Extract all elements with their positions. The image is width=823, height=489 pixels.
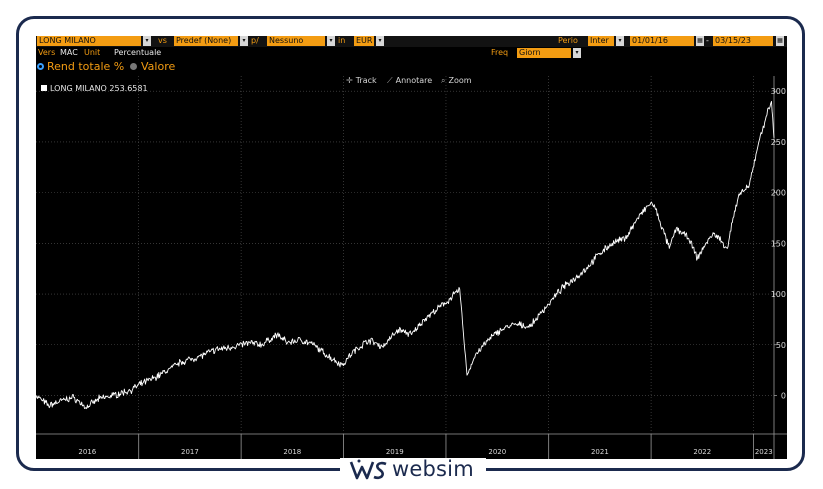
y-tick-label: 150 (771, 239, 786, 248)
header-bar (36, 36, 787, 47)
total-return-radio[interactable] (37, 63, 44, 70)
x-tick-label: 2023 (755, 448, 773, 456)
calendar-icon[interactable]: ▦ (696, 36, 704, 46)
x-tick-label: 2017 (181, 448, 199, 456)
period-field[interactable]: Inter (588, 36, 614, 46)
x-tick-label: 2016 (78, 448, 96, 456)
period-label: Perio (558, 36, 578, 45)
y-tick-label: 200 (771, 189, 786, 198)
y-tick-label: 250 (771, 138, 786, 147)
freq-label: Freq (491, 48, 509, 57)
end-date-field[interactable]: 03/15/23 (713, 36, 773, 46)
unit-label: Unit (84, 48, 101, 57)
date-separator: - (706, 36, 709, 45)
line-chart: 0 50 100 150 200 250 300 2016 2017 2018 2019 2020 20… (36, 76, 787, 459)
in-label: in (338, 36, 346, 45)
crosshair-icon: ✛ (346, 76, 353, 85)
per-field[interactable]: Nessuno (267, 36, 325, 46)
benchmark-field[interactable]: Predef (None) (174, 36, 238, 46)
x-tick-label: 2022 (693, 448, 711, 456)
series-line-long-milano (36, 100, 775, 410)
vers-value[interactable]: MAC (60, 48, 78, 57)
start-date-field[interactable]: 01/01/16 (630, 36, 694, 46)
pencil-icon: ⟋ (387, 76, 393, 85)
annotate-tool[interactable]: ⟋ Annotare (387, 75, 432, 87)
zoom-label: Zoom (448, 76, 472, 85)
vers-label: Vers (38, 48, 56, 57)
zoom-tool[interactable]: ⌕ Zoom (441, 75, 472, 87)
total-return-label[interactable]: Rend totale % (47, 60, 125, 73)
per-dropdown-icon[interactable]: ▾ (327, 36, 335, 46)
track-tool[interactable]: ✛ Track (346, 75, 377, 87)
chart-legend: LONG MILANO 253.6581 (41, 84, 148, 94)
unit-value[interactable]: Percentuale (114, 48, 162, 57)
x-tick-label: 2020 (488, 448, 506, 456)
legend-series-name: LONG MILANO (50, 84, 107, 93)
security-field[interactable]: LONG MILANO (37, 36, 141, 46)
annotate-label: Annotare (395, 76, 433, 85)
options-bar (36, 48, 787, 59)
per-label: p/ (251, 36, 259, 45)
y-tick-label: 0 (781, 391, 786, 400)
chart-terminal: LONG MILANO ▾ vs Predef (None) ▾ p/ Ness… (36, 36, 787, 459)
watermark-text: websim (392, 457, 474, 481)
freq-dropdown-icon[interactable]: ▾ (573, 48, 581, 58)
track-label: Track (355, 76, 377, 85)
value-label[interactable]: Valore (141, 60, 176, 73)
websim-logo-icon (349, 459, 387, 480)
x-tick-label: 2018 (283, 448, 301, 456)
y-tick-label: 300 (771, 87, 786, 96)
freq-field[interactable]: Giorn (517, 48, 571, 58)
x-tick-label: 2021 (591, 448, 609, 456)
benchmark-dropdown-icon[interactable]: ▾ (240, 36, 248, 46)
vs-label: vs (158, 36, 167, 45)
value-radio[interactable] (130, 63, 137, 70)
y-tick-label: 100 (771, 290, 786, 299)
currency-dropdown-icon[interactable]: ▾ (376, 36, 384, 46)
security-dropdown-icon[interactable]: ▾ (143, 36, 151, 46)
legend-last-value: 253.6581 (109, 84, 148, 93)
y-tick-label: 50 (776, 341, 786, 350)
legend-swatch (41, 85, 47, 91)
x-tick-label: 2019 (386, 448, 404, 456)
magnifier-icon: ⌕ (441, 76, 446, 85)
period-dropdown-icon[interactable]: ▾ (616, 36, 624, 46)
calendar-icon[interactable]: ▦ (776, 36, 784, 46)
currency-field[interactable]: EUR (354, 36, 374, 46)
